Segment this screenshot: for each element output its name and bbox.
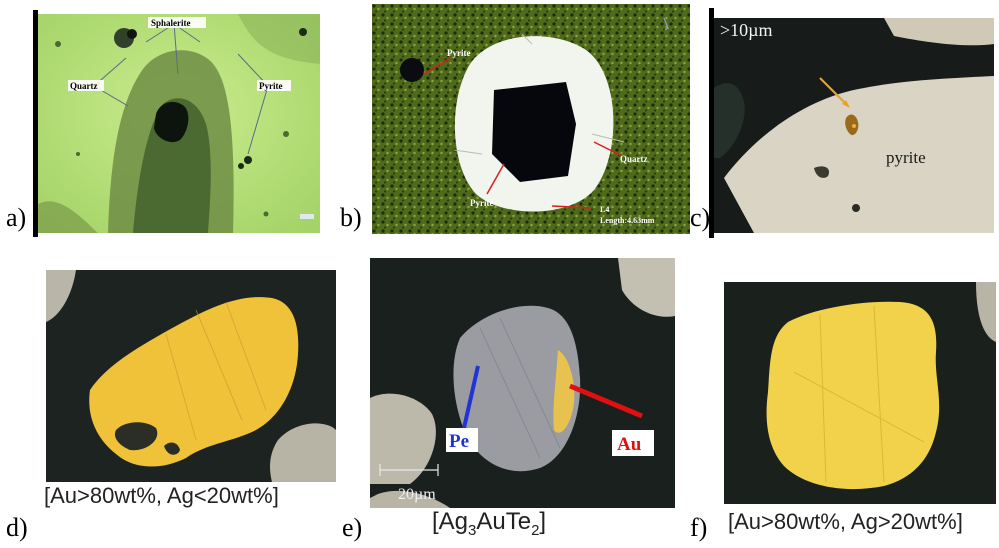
panel-c-scale-label: >10µm xyxy=(720,20,773,40)
panel-e-micrograph: 20µm Pe Au xyxy=(370,258,675,508)
panel-a-sphalerite-label: Sphalerite xyxy=(151,18,191,28)
panel-a-label: a) xyxy=(6,203,27,232)
panel-e-scale-bar xyxy=(379,464,439,476)
panel-e-au-pointer xyxy=(569,383,643,419)
panel-b-l4-label: L4 xyxy=(600,205,609,214)
panel-e-pe-label: Pe xyxy=(449,431,469,452)
panel-a-pyrite-label: Pyrite xyxy=(259,81,282,91)
panel-f-label: f) xyxy=(690,513,708,542)
panel-b-quartz-label: Quartz xyxy=(620,154,648,164)
panel-c-pyrite-label: pyrite xyxy=(886,148,926,167)
panel-b-length-label: Length:4.63mm xyxy=(600,216,655,225)
panel-b-pyrite-top-label: Pyrite xyxy=(447,48,470,58)
panel-a-border xyxy=(33,10,38,237)
panel-e-scale-label: 20µm xyxy=(398,486,436,503)
panel-a-quartz-label: Quartz xyxy=(70,81,98,91)
panel-e-au-label: Au xyxy=(617,434,642,455)
panel-c-label: c) xyxy=(690,203,711,232)
panel-e-pe-pointer xyxy=(462,365,480,429)
panel-a-micrograph: Sphalerite Quartz Pyrite xyxy=(38,14,320,233)
panel-d-label: d) xyxy=(6,513,28,542)
panel-e-label: e) xyxy=(342,513,363,542)
panel-b-label: b) xyxy=(340,203,362,232)
panel-b-micrograph: Pyrite Pyrite Quartz L4 Length:4.63mm xyxy=(372,4,690,234)
panel-c-arrow xyxy=(819,77,847,105)
panel-b-pyrite-bottom-label: Pyrite xyxy=(470,198,493,208)
panel-d-micrograph xyxy=(46,270,336,482)
panel-c-border xyxy=(709,8,714,238)
panel-a-scale-bar xyxy=(300,214,314,219)
panel-f-caption: [Au>80wt%, Ag>20wt%] xyxy=(728,509,963,534)
panel-e-caption: [Ag3AuTe2] xyxy=(432,508,547,539)
panel-d-caption: [Au>80wt%, Ag<20wt%] xyxy=(44,483,279,508)
panel-f-micrograph xyxy=(724,282,996,504)
panel-c-micrograph: >10µm pyrite xyxy=(714,18,994,233)
